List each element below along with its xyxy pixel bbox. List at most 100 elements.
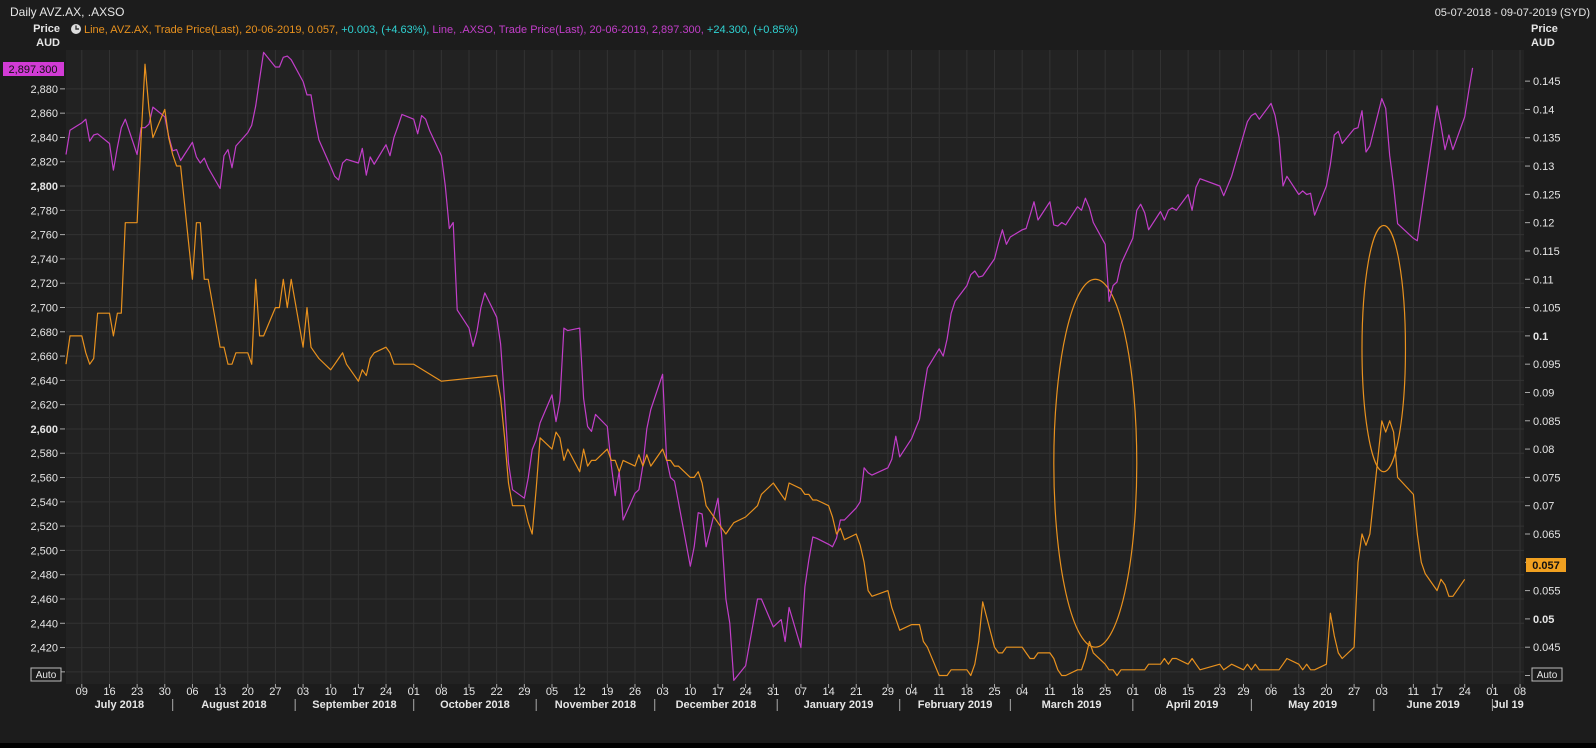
x-tick-label: 27 (269, 686, 281, 698)
x-tick-label: 08 (1154, 686, 1166, 698)
legend-text: Line, AVZ.AX, Trade Price(Last), 20-06-2… (84, 24, 798, 36)
x-tick-label: 07 (795, 686, 807, 698)
x-tick-label: 17 (352, 686, 364, 698)
x-tick-label: 24 (739, 686, 751, 698)
left-tick-label: 2,640 (30, 375, 58, 387)
x-tick-label: 11 (1044, 686, 1055, 698)
x-tick-label: 24 (380, 686, 392, 698)
left-tick-label: 2,780 (30, 205, 58, 217)
x-tick-label: 06 (1265, 686, 1277, 698)
x-tick-label: 19 (601, 686, 613, 698)
right-auto-label: Auto (1537, 670, 1558, 681)
month-label: August 2018 (201, 699, 266, 711)
annotation-ellipse (1361, 224, 1407, 473)
annotation-ellipse (1053, 278, 1138, 648)
right-tick-label: 0.13 (1533, 161, 1554, 173)
month-label: December 2018 (676, 699, 757, 711)
x-tick-label: 11 (1408, 686, 1419, 698)
right-axis-unit: AUD (1531, 37, 1555, 49)
right-tick-label: 0.08 (1533, 444, 1554, 456)
left-tick-label: 2,700 (30, 302, 58, 314)
x-tick-label: 20 (1320, 686, 1332, 698)
month-label: September 2018 (312, 699, 396, 711)
left-tick-label: 2,820 (30, 157, 58, 169)
series-line-axso (65, 51, 1474, 681)
right-tick-label: 0.045 (1533, 642, 1561, 654)
x-tick-label: 25 (988, 686, 1000, 698)
left-tick-label: 2,740 (30, 254, 58, 266)
x-tick-label: 23 (131, 686, 143, 698)
right-tick-label: 0.12 (1533, 218, 1554, 230)
right-tick-label: 0.085 (1533, 416, 1561, 428)
month-label: May 2019 (1288, 699, 1337, 711)
x-tick-label: 29 (518, 686, 530, 698)
x-tick-label: 26 (629, 686, 641, 698)
x-tick-label: 03 (1376, 686, 1388, 698)
date-range: 05-07-2018 - 09-07-2019 (SYD) (1435, 7, 1590, 19)
right-tick-label: 0.145 (1533, 76, 1561, 88)
right-tick-label: 0.095 (1533, 359, 1561, 371)
left-tick-label: 2,840 (30, 132, 58, 144)
left-axis-unit: AUD (36, 37, 60, 49)
left-tick-label: 2,540 (30, 497, 58, 509)
right-current-badge: 0.057 (1526, 558, 1566, 572)
right-auto-button[interactable]: Auto (1531, 667, 1563, 682)
x-tick-label: 18 (1071, 686, 1083, 698)
x-tick-label: 08 (1514, 686, 1526, 698)
x-tick-label: 29 (1237, 686, 1249, 698)
x-tick-label: 05 (546, 686, 558, 698)
left-current-badge: 2,897.300 (3, 62, 64, 76)
x-tick-label: 18 (961, 686, 973, 698)
legend[interactable]: Line, AVZ.AX, Trade Price(Last), 20-06-2… (71, 24, 798, 36)
x-tick-label: 13 (1293, 686, 1305, 698)
x-tick-label: 04 (905, 686, 917, 698)
x-tick-label: 03 (657, 686, 669, 698)
series-lines (65, 51, 1474, 681)
right-tick-label: 0.075 (1533, 472, 1561, 484)
x-tick-label: 14 (822, 686, 834, 698)
x-tick-label: 10 (684, 686, 696, 698)
x-tick-label: 10 (325, 686, 337, 698)
right-tick-label: 0.1 (1533, 331, 1548, 343)
chart-title: Daily AVZ.AX, .AXSO (10, 5, 124, 19)
left-tick-label: 2,760 (30, 230, 58, 242)
x-tick-label: 01 (1127, 686, 1139, 698)
x-axis-ticks: 09 16 23 30 06 13 20 27 03 10 17 24 01 08 15 22 29 05 12 19… (76, 684, 1526, 698)
month-label: July 2018 (95, 699, 145, 711)
month-label: Jul 19 (1493, 699, 1524, 711)
x-tick-label: 11 (934, 686, 945, 698)
left-tick-label: 2,860 (30, 108, 58, 120)
x-tick-label: 06 (186, 686, 198, 698)
x-tick-label: 12 (574, 686, 586, 698)
left-auto-label: Auto (36, 670, 57, 681)
legend-avz: Line, AVZ.AX, Trade Price(Last), 20-06-2… (84, 24, 338, 36)
series-line-avzax (65, 63, 1466, 677)
left-auto-button[interactable]: Auto (30, 667, 62, 682)
right-tick-label: 0.115 (1533, 246, 1560, 258)
month-label: June 2019 (1407, 699, 1460, 711)
left-tick-label: 2,480 (30, 570, 58, 582)
right-tick-label: 0.105 (1533, 303, 1561, 315)
right-tick-label: 0.065 (1533, 529, 1561, 541)
month-label: February 2019 (918, 699, 993, 711)
left-tick-label: 2,440 (30, 618, 58, 630)
x-tick-label: 08 (435, 686, 447, 698)
x-tick-label: 03 (297, 686, 309, 698)
chart-settings-icon-hand (75, 25, 79, 30)
x-tick-label: 15 (463, 686, 475, 698)
x-tick-label: 24 (1459, 686, 1471, 698)
right-tick-label: 0.11 (1533, 274, 1554, 286)
x-tick-label: 09 (76, 686, 88, 698)
month-labels: July 2018 August 2018 September 2018 Octobe… (95, 699, 1524, 711)
annotations (1053, 224, 1407, 648)
x-tick-label: 31 (767, 686, 779, 698)
x-tick-label: 17 (712, 686, 724, 698)
right-tick-label: 0.14 (1533, 104, 1554, 116)
right-current-value: 0.057 (1532, 560, 1560, 572)
x-tick-label: 04 (1016, 686, 1028, 698)
month-label: November 2018 (555, 699, 636, 711)
right-tick-label: 0.135 (1533, 133, 1561, 145)
x-tick-label: 21 (850, 686, 862, 698)
